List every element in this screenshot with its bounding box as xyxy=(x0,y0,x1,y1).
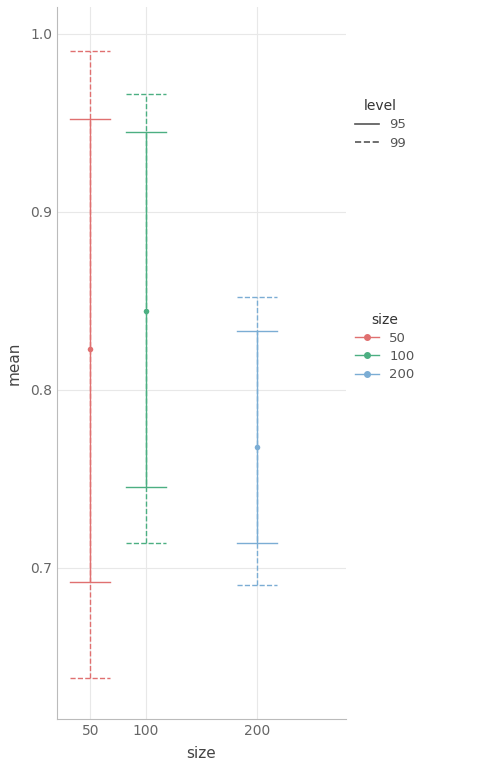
X-axis label: size: size xyxy=(187,746,216,761)
Y-axis label: mean: mean xyxy=(7,341,22,385)
Legend: 50, 100, 200: 50, 100, 200 xyxy=(355,313,415,382)
